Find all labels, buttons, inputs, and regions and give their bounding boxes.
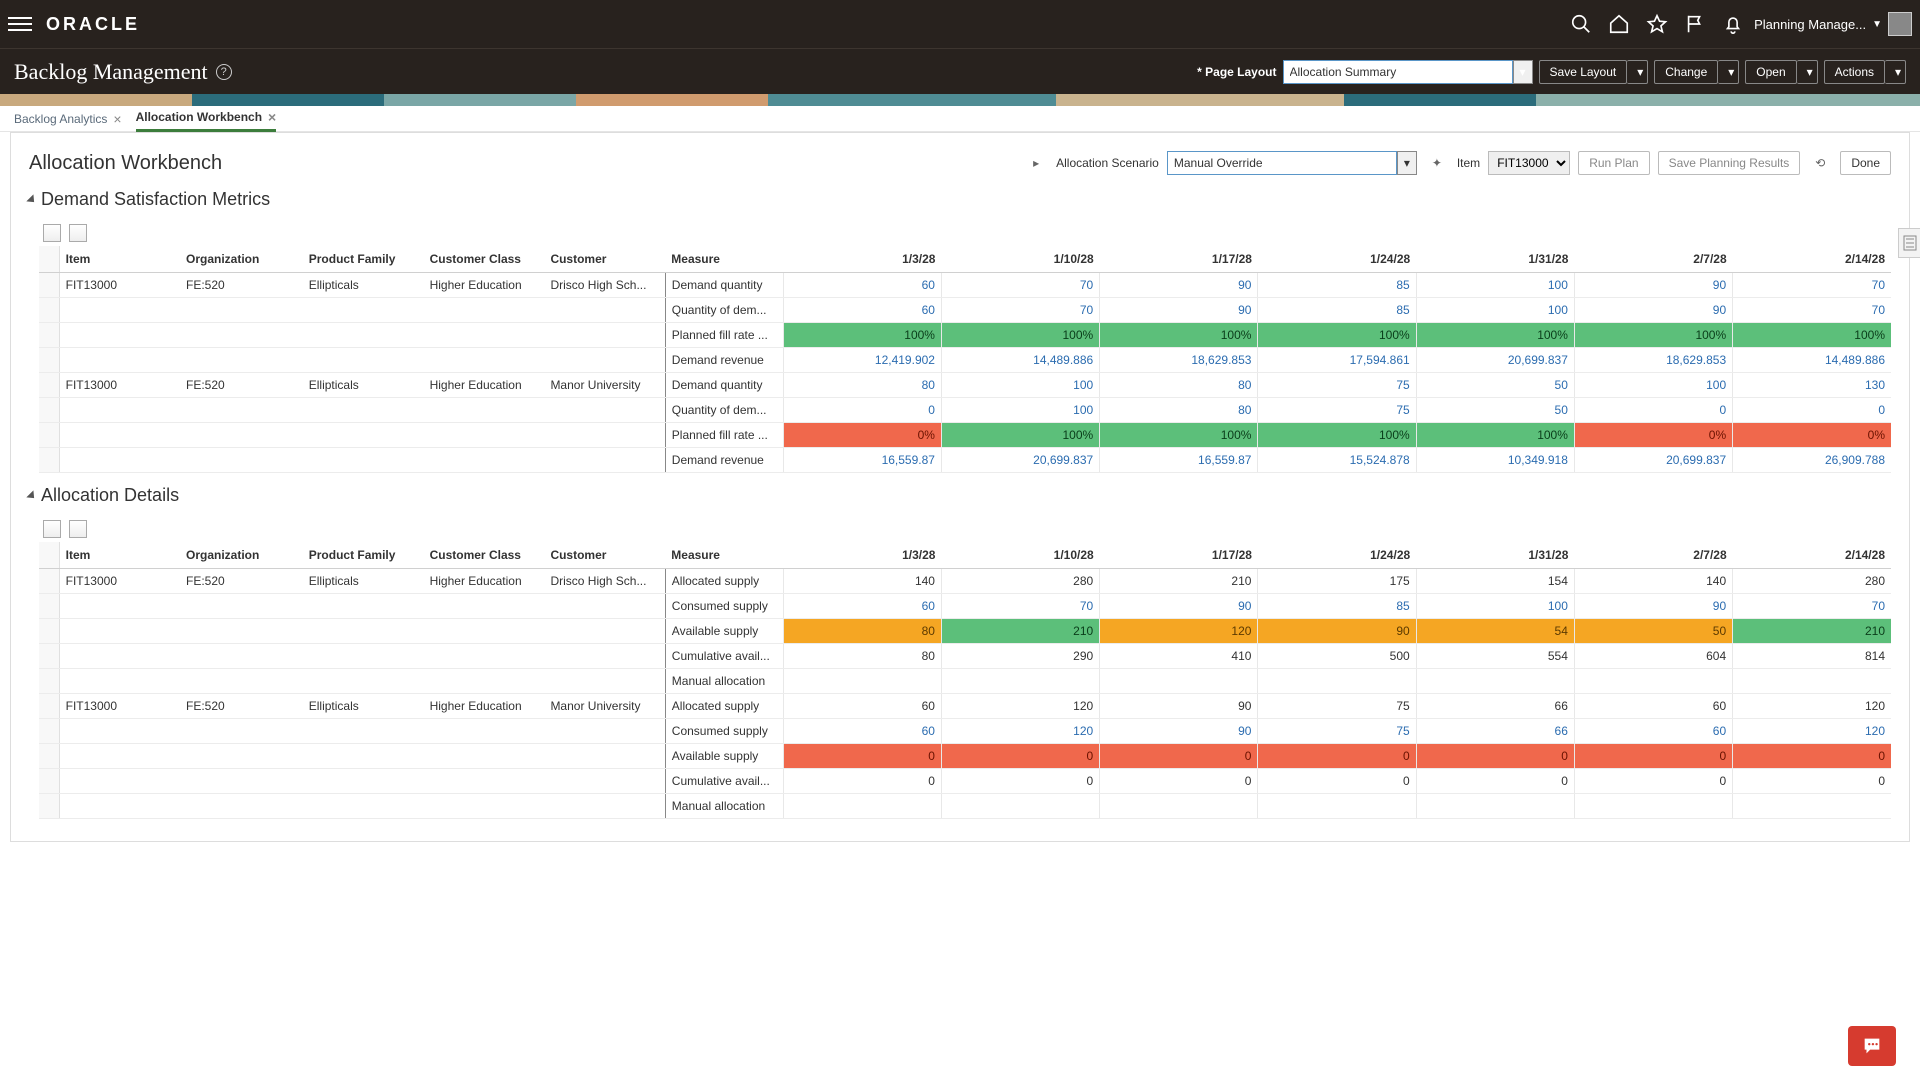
- refresh-icon[interactable]: ⟲: [1808, 151, 1832, 175]
- tab[interactable]: Backlog Analytics ×: [14, 106, 122, 132]
- save-results-button[interactable]: Save Planning Results: [1658, 151, 1801, 175]
- content-panel: Allocation Workbench ▸ Allocation Scenar…: [10, 132, 1910, 842]
- table-row: Manual allocation: [39, 794, 1891, 819]
- table-row: Cumulative avail...80290410500554604814: [39, 644, 1891, 669]
- tools-icon[interactable]: ✦: [1425, 151, 1449, 175]
- actions-menu[interactable]: ▾: [1885, 60, 1906, 84]
- brand-logo: ORACLE: [46, 14, 140, 35]
- table-row: FIT13000FE:520EllipticalsHigher Educatio…: [39, 694, 1891, 719]
- wrap-icon[interactable]: [69, 224, 87, 242]
- change-button[interactable]: Change: [1654, 60, 1718, 84]
- workbench-toolbar: Allocation Workbench ▸ Allocation Scenar…: [29, 151, 1891, 175]
- scenario-select[interactable]: ▾: [1167, 151, 1417, 175]
- wrap-icon[interactable]: [69, 520, 87, 538]
- grid-toolbar: [29, 216, 1891, 246]
- freeze-icon[interactable]: [43, 520, 61, 538]
- table-row: Consumed supply6012090756660120: [39, 719, 1891, 744]
- star-icon[interactable]: [1646, 13, 1668, 35]
- tab-label: Allocation Workbench: [136, 110, 262, 124]
- tab-label: Backlog Analytics: [14, 112, 107, 126]
- table-row: Planned fill rate ...100%100%100%100%100…: [39, 323, 1891, 348]
- chat-fab[interactable]: [1848, 1026, 1896, 1066]
- page-layout-input[interactable]: [1283, 60, 1513, 84]
- workbench-title: Allocation Workbench: [29, 152, 222, 175]
- table-row: FIT13000FE:520EllipticalsHigher Educatio…: [39, 373, 1891, 398]
- chevron-down-icon[interactable]: ▾: [1397, 151, 1417, 175]
- table-row: Available supply80210120905450210: [39, 619, 1891, 644]
- section-title-alloc: Allocation Details: [41, 485, 179, 506]
- page-header: Backlog Management ? Page Layout ▾ Save …: [0, 48, 1920, 94]
- section-header-dsm: Demand Satisfaction Metrics: [29, 189, 1891, 210]
- table-row: Available supply0000000: [39, 744, 1891, 769]
- tab-bar: Backlog Analytics × Allocation Workbench ×: [0, 106, 1920, 132]
- table-row: Quantity of dem...010080755000: [39, 398, 1891, 423]
- tab[interactable]: Allocation Workbench ×: [136, 106, 277, 132]
- run-plan-button[interactable]: Run Plan: [1578, 151, 1649, 175]
- table-row: Cumulative avail...0000000: [39, 769, 1891, 794]
- change-menu[interactable]: ▾: [1718, 60, 1739, 84]
- help-icon[interactable]: ?: [216, 64, 232, 80]
- alloc-table: ItemOrganizationProduct FamilyCustomer C…: [39, 542, 1891, 819]
- section-header-alloc: Allocation Details: [29, 485, 1891, 506]
- table-row: Demand revenue16,559.8720,699.83716,559.…: [39, 448, 1891, 473]
- side-panel-toggle[interactable]: [1898, 228, 1920, 258]
- save-layout-menu[interactable]: ▾: [1627, 60, 1648, 84]
- disclose-icon[interactable]: [26, 194, 37, 205]
- page-layout-label: Page Layout: [1197, 65, 1276, 79]
- table-row: FIT13000FE:520EllipticalsHigher Educatio…: [39, 569, 1891, 594]
- table-row: Planned fill rate ...0%100%100%100%100%0…: [39, 423, 1891, 448]
- home-icon[interactable]: [1608, 13, 1630, 35]
- scenario-input[interactable]: [1167, 151, 1397, 175]
- bell-icon[interactable]: [1722, 13, 1744, 35]
- save-layout-button[interactable]: Save Layout: [1539, 60, 1628, 84]
- table-row: Manual allocation: [39, 669, 1891, 694]
- table-row: Quantity of dem...607090851009070: [39, 298, 1891, 323]
- table-row: FIT13000FE:520EllipticalsHigher Educatio…: [39, 273, 1891, 298]
- close-icon[interactable]: ×: [113, 111, 121, 127]
- item-select[interactable]: FIT13000: [1488, 151, 1570, 175]
- global-icon-bar: [1570, 13, 1744, 35]
- flag-icon[interactable]: [1684, 13, 1706, 35]
- page-title: Backlog Management: [14, 59, 208, 85]
- dsm-table: ItemOrganizationProduct FamilyCustomer C…: [39, 246, 1891, 473]
- scenario-label: Allocation Scenario: [1056, 156, 1159, 170]
- decorative-ribbon: [0, 94, 1920, 106]
- disclose-icon[interactable]: [26, 490, 37, 501]
- expand-icon[interactable]: ▸: [1024, 151, 1048, 175]
- open-button[interactable]: Open: [1745, 60, 1796, 84]
- grid-toolbar: [29, 512, 1891, 542]
- user-menu[interactable]: Planning Manage... ▼: [1754, 12, 1912, 36]
- section-title-dsm: Demand Satisfaction Metrics: [41, 189, 270, 210]
- global-header: ORACLE Planning Manage... ▼: [0, 0, 1920, 48]
- search-icon[interactable]: [1570, 13, 1592, 35]
- page-layout-select[interactable]: ▾: [1283, 60, 1533, 84]
- table-row: Demand revenue12,419.90214,489.88618,629…: [39, 348, 1891, 373]
- item-label: Item: [1457, 156, 1480, 170]
- chevron-down-icon[interactable]: ▾: [1513, 60, 1533, 84]
- avatar: [1888, 12, 1912, 36]
- close-icon[interactable]: ×: [268, 109, 276, 125]
- menu-icon[interactable]: [8, 12, 32, 36]
- table-row: Consumed supply607090851009070: [39, 594, 1891, 619]
- freeze-icon[interactable]: [43, 224, 61, 242]
- open-menu[interactable]: ▾: [1797, 60, 1818, 84]
- actions-button[interactable]: Actions: [1824, 60, 1885, 84]
- done-button[interactable]: Done: [1840, 151, 1891, 175]
- user-name: Planning Manage...: [1754, 17, 1866, 32]
